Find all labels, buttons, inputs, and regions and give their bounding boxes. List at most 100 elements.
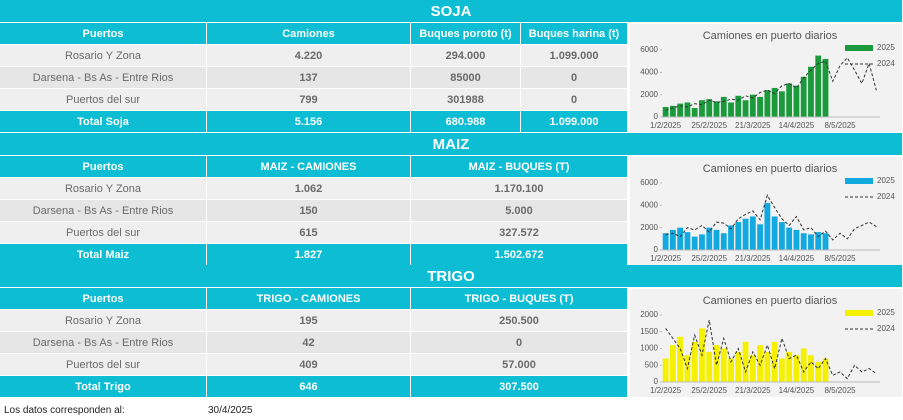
y-tick-label: 4000 [640, 67, 658, 76]
footer-label: Los datos corresponden al: [4, 405, 125, 416]
bar [677, 103, 684, 117]
chart-title: Camiones en puerto diarios [703, 163, 838, 175]
bar [662, 106, 669, 117]
y-tick-label: 4000 [640, 200, 658, 209]
y-tick-label: 0 [654, 112, 659, 121]
bar [713, 229, 720, 250]
table-cell: 301988 [411, 89, 521, 111]
x-tick-label: 25/2/2025 [691, 386, 727, 395]
table-cell: Darsena - Bs As - Entre Rios [0, 67, 207, 89]
table-cell: Puertos del sur [0, 222, 207, 244]
table-cell: 5.000 [411, 200, 628, 222]
bar [771, 87, 778, 117]
total-cell: 1.827 [207, 244, 411, 266]
bar [699, 100, 705, 117]
x-tick-label: 8/5/2025 [824, 386, 856, 395]
bar [749, 94, 756, 117]
bar [742, 341, 749, 382]
total-cell: 5.156 [207, 111, 411, 133]
bar [749, 216, 756, 250]
table-cell: 250.500 [411, 310, 628, 332]
legend-label: 2024 [877, 324, 895, 333]
x-tick-label: 21/3/2025 [735, 121, 771, 130]
y-tick-label: 6000 [640, 178, 658, 187]
legend-swatch [845, 310, 873, 316]
table-cell: 294.000 [411, 45, 521, 67]
bar [793, 85, 800, 117]
table-cell: 409 [207, 354, 411, 376]
legend-label: 2024 [877, 59, 895, 68]
table-cell: Rosario Y Zona [0, 178, 207, 200]
bar [786, 227, 793, 250]
y-tick-label: 0 [654, 245, 659, 254]
legend-label: 2025 [877, 308, 895, 317]
mini-chart: Camiones en puerto diarios 0 2000 4000 6000 1… [630, 24, 902, 132]
bar [757, 96, 764, 117]
x-tick-label: 25/2/2025 [691, 254, 727, 263]
bar [662, 233, 669, 250]
bar [669, 105, 676, 117]
bar [778, 358, 785, 382]
bar [808, 234, 814, 250]
x-tick-label: 21/3/2025 [735, 254, 771, 263]
bar [778, 91, 785, 117]
table-cell: 327.572 [411, 222, 628, 244]
table-cell: 57.000 [411, 354, 628, 376]
table-cell: Puertos del sur [0, 354, 207, 376]
y-tick-label: 2000 [640, 223, 658, 232]
y-tick-label: 1500 [640, 327, 658, 336]
total-cell: Total Trigo [0, 376, 207, 398]
x-tick-label: 1/2/2025 [650, 386, 682, 395]
column-header: Buques harina (t) [521, 23, 628, 45]
column-header: Puertos [0, 23, 207, 45]
legend-label: 2024 [877, 192, 895, 201]
bar [815, 232, 822, 250]
table-cell: 615 [207, 222, 411, 244]
bar [742, 218, 749, 250]
bar [677, 227, 684, 250]
table-cell: 195 [207, 310, 411, 332]
x-tick-label: 1/2/2025 [650, 121, 682, 130]
column-header: Puertos [0, 288, 207, 310]
mini-chart: Camiones en puerto diarios 0 500 1000 1500 20… [630, 289, 902, 397]
column-header: TRIGO - CAMIONES [207, 288, 411, 310]
table-cell: 42 [207, 332, 411, 354]
bar [720, 233, 727, 250]
legend-label: 2025 [877, 176, 895, 185]
bar [764, 351, 771, 382]
line [665, 56, 877, 111]
bar [691, 236, 698, 250]
bar [677, 336, 684, 382]
table-cell: Darsena - Bs As - Entre Rios [0, 332, 207, 354]
table-cell: Rosario Y Zona [0, 45, 207, 67]
table-cell: Darsena - Bs As - Entre Rios [0, 200, 207, 222]
bar [684, 232, 691, 250]
bar [815, 361, 822, 382]
bar [706, 99, 713, 117]
column-header: MAIZ - CAMIONES [207, 156, 411, 178]
table-cell: 1.170.100 [411, 178, 628, 200]
bar [728, 358, 734, 382]
table-cell: 799 [207, 89, 411, 111]
y-tick-label: 1000 [640, 344, 658, 353]
x-tick-label: 14/4/2025 [779, 121, 815, 130]
bar [800, 233, 807, 250]
table-cell: 137 [207, 67, 411, 89]
bar [793, 355, 800, 382]
bar [691, 108, 698, 117]
column-header: Buques poroto (t) [411, 23, 521, 45]
bar [728, 102, 734, 117]
bar [793, 229, 800, 250]
bar [822, 58, 829, 117]
x-tick-label: 14/4/2025 [779, 386, 815, 395]
y-tick-label: 2000 [640, 310, 658, 319]
table-cell: 4.220 [207, 45, 411, 67]
bar [757, 345, 764, 382]
bar [728, 225, 734, 250]
bar [691, 341, 698, 382]
line [665, 194, 877, 241]
bar [822, 233, 829, 250]
table-cell: Puertos del sur [0, 89, 207, 111]
x-tick-label: 8/5/2025 [824, 121, 856, 130]
column-header: TRIGO - BUQUES (T) [411, 288, 628, 310]
